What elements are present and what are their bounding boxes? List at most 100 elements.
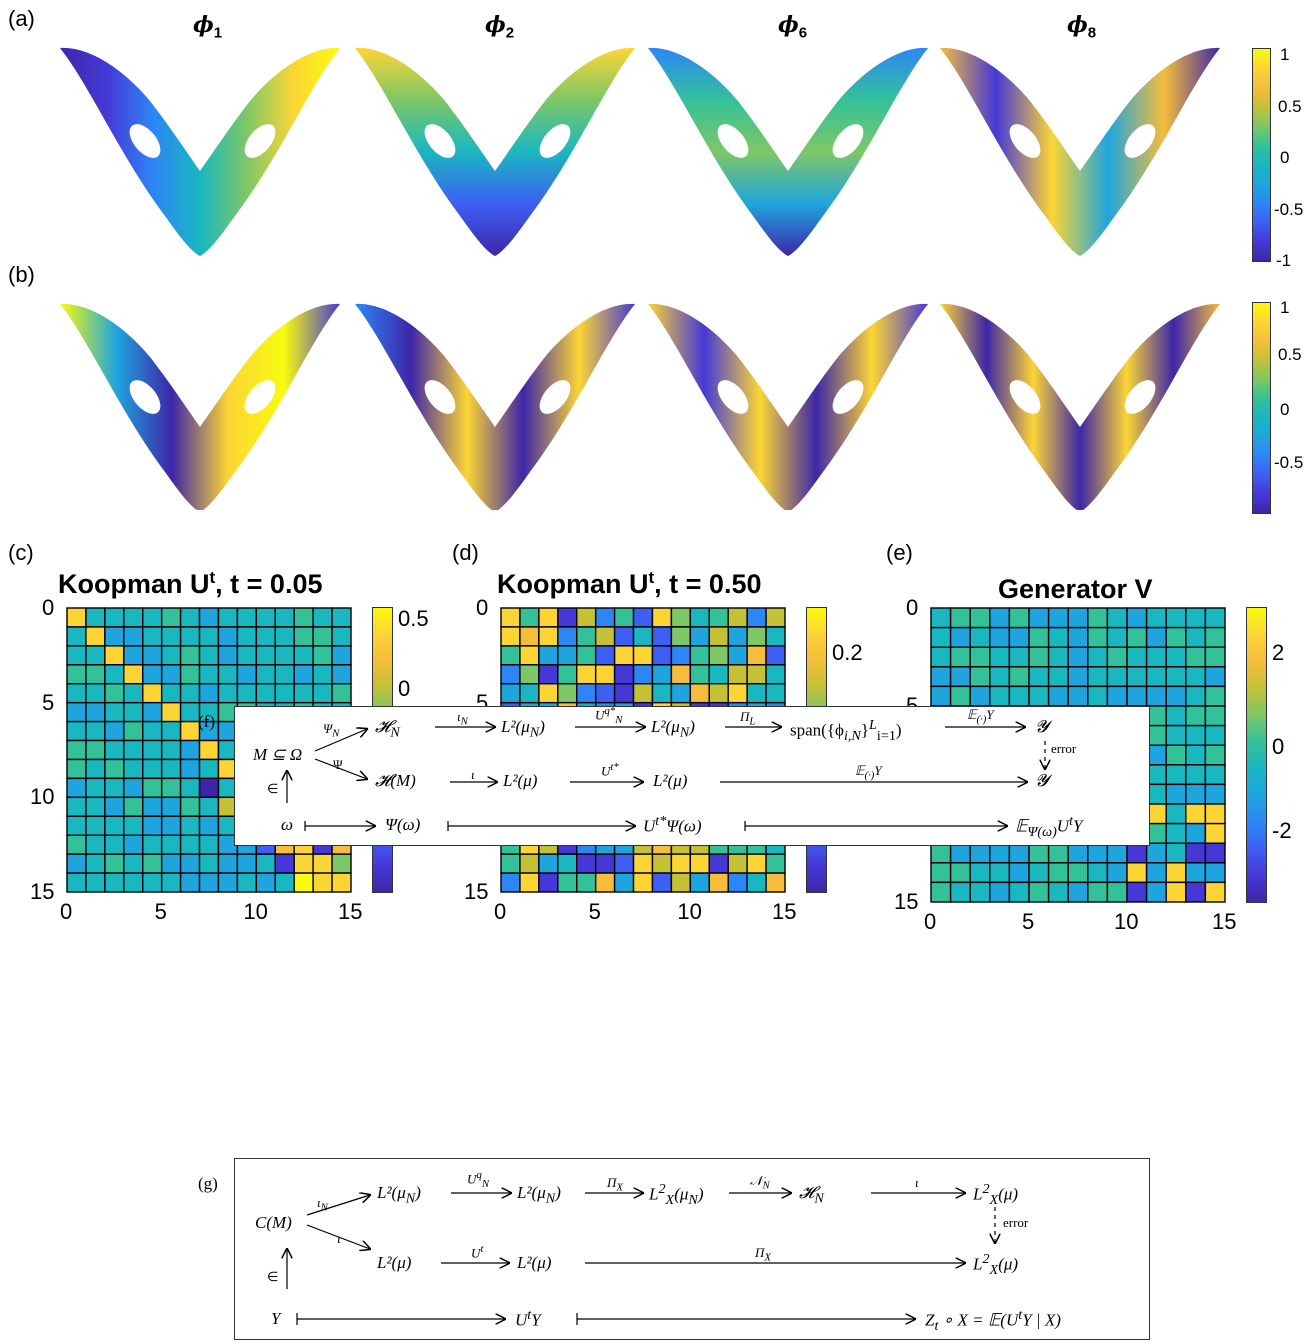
heatmap-cell	[708, 664, 729, 685]
heatmap-cell	[538, 626, 559, 647]
colorbar-a-tick: 0.5	[1278, 97, 1302, 116]
HM: 𝓗(M)	[375, 771, 416, 790]
heatmap-cell	[708, 683, 729, 704]
C-of-M: C(M)	[255, 1213, 292, 1232]
heatmap-cell	[969, 685, 991, 707]
heatmap-cell	[765, 626, 786, 647]
heatmap-cell	[519, 683, 540, 704]
heatmap-cell	[66, 683, 87, 704]
heatmap-cell	[1047, 646, 1069, 668]
heatmap-cell	[969, 626, 991, 648]
heatmap-cell	[576, 626, 597, 647]
heatmap-cell	[538, 853, 559, 874]
heatmap-cell	[765, 683, 786, 704]
UtY: UtY	[515, 1307, 541, 1330]
heatmap-cell	[594, 683, 616, 704]
heatmap-cell	[1047, 685, 1069, 707]
heatmap-cell	[765, 853, 786, 874]
heatmap-cell	[160, 739, 182, 761]
heatmap-cell	[312, 645, 333, 666]
heatmap-cell	[949, 685, 971, 707]
heatmap-cell	[85, 720, 106, 742]
heatmap-cell	[670, 872, 692, 893]
heatmap-cell	[989, 881, 1011, 903]
heatmap-cell	[1087, 685, 1109, 707]
heatmap-cell	[255, 853, 276, 874]
heatmap-cell	[1165, 822, 1187, 844]
iota-g-label: ι	[337, 1231, 341, 1246]
heatmap-cell	[632, 853, 654, 874]
heatmap-cell	[1067, 607, 1089, 629]
heatmap-cell	[1204, 705, 1226, 727]
heatmap-cell	[632, 664, 654, 685]
heatmap-cell	[236, 683, 258, 704]
heatmap-cell	[1047, 842, 1069, 864]
heatmap-cell	[104, 834, 125, 855]
heatmap-cell	[727, 645, 748, 666]
heatmap-cell	[142, 853, 163, 874]
heatmap-cell	[160, 720, 182, 742]
heatmap-cell	[1028, 626, 1050, 648]
heatmap-cell	[142, 664, 163, 685]
phi2-title: ϕ2	[485, 12, 515, 42]
heatmap-cell	[930, 666, 952, 688]
heatmap-cell	[500, 607, 521, 628]
heatmap-cell	[198, 853, 220, 874]
heatmap-cell	[727, 872, 748, 893]
heatmap-cell	[1165, 881, 1187, 903]
heatmap-cell	[969, 862, 991, 884]
heatmap-cell	[1008, 646, 1030, 668]
iotaN-label: ιN	[457, 709, 468, 728]
heatmap-cell	[613, 607, 635, 628]
heatmap-cell	[1106, 666, 1128, 688]
heatmap-cell	[651, 872, 673, 893]
heatmap-cell	[1126, 666, 1148, 688]
heatmap-cell	[613, 872, 635, 893]
heatmap-cell	[765, 645, 786, 666]
heatmap-cell	[312, 853, 333, 874]
heatmap-cell	[1126, 685, 1148, 707]
heatmap-cell	[1106, 646, 1128, 668]
diagram-g-arrows	[235, 1159, 1149, 1325]
heatmap-cell	[123, 683, 144, 704]
L2mu-2: L²(μ)	[653, 771, 688, 790]
heatmap-cell	[989, 626, 1011, 648]
heatmap-cell	[689, 853, 710, 874]
heatmap-cell	[198, 758, 220, 780]
heatmap-cell	[293, 683, 314, 704]
Y-1: 𝓨	[1035, 717, 1049, 736]
heatmap-cell	[1126, 842, 1148, 864]
heatmap-cell	[1087, 666, 1109, 688]
heatmap-cell	[594, 853, 616, 874]
heatmap-cell	[949, 646, 971, 668]
heatmap-cell	[179, 815, 201, 836]
heatmap-cell	[104, 777, 125, 799]
L2mu-g-2: L²(μ)	[517, 1253, 552, 1272]
heatmap-cell	[1145, 862, 1167, 884]
heatmap-cell	[85, 607, 106, 628]
colorbar-b	[1252, 302, 1271, 514]
L2muN-1: L²(μN)	[501, 717, 545, 741]
heatmap-cell	[123, 834, 144, 855]
E-final: 𝔼Ψ(ω)UtY	[1015, 813, 1083, 841]
heatmap-cell	[293, 872, 314, 893]
heatmap-cell	[142, 683, 163, 704]
heatmap-cell	[1185, 803, 1207, 825]
heatmap-cell	[179, 853, 201, 874]
heatmap-cell	[160, 664, 182, 685]
heatmap-x-tick: 15	[1212, 909, 1237, 934]
heatmap-cell	[519, 853, 540, 874]
heatmap-cell	[1165, 783, 1187, 805]
heatmap-cell	[1047, 626, 1069, 648]
L2X-mu-1: L2X(μ)	[973, 1181, 1019, 1209]
heatmap-x-tick: 0	[494, 899, 507, 924]
heatmap-cell	[1067, 666, 1089, 688]
heatmap-cell	[1145, 607, 1167, 629]
heatmap-cell	[969, 646, 991, 668]
heatmap-cell	[312, 664, 333, 685]
iotaN-g-label: ιN	[317, 1195, 328, 1214]
heatmap-cell	[1165, 764, 1187, 786]
heatmap-cell	[1028, 881, 1050, 903]
attractor-a-3	[940, 47, 1220, 257]
heatmap-x-tick: 5	[1022, 909, 1035, 934]
